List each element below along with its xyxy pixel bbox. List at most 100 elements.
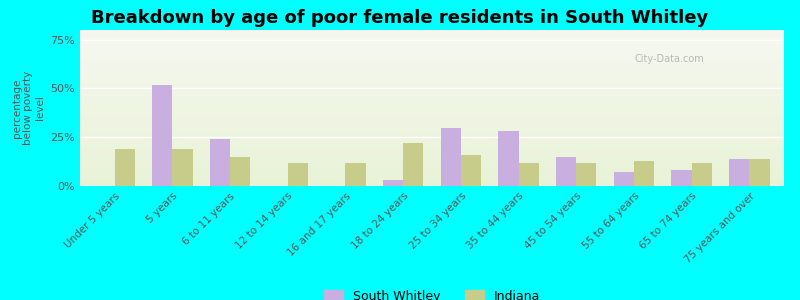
Bar xyxy=(80,131,784,133)
Bar xyxy=(80,38,784,39)
Bar xyxy=(80,75,784,77)
Bar xyxy=(80,147,784,148)
Bar xyxy=(80,99,784,100)
Bar xyxy=(80,127,784,128)
Bar xyxy=(80,60,784,61)
Bar xyxy=(80,181,784,183)
Y-axis label: percentage
below poverty
level: percentage below poverty level xyxy=(12,71,45,145)
Bar xyxy=(80,35,784,36)
Bar xyxy=(80,178,784,180)
Bar xyxy=(80,152,784,153)
Bar xyxy=(80,69,784,70)
Bar xyxy=(80,85,784,86)
Bar xyxy=(80,33,784,35)
Bar xyxy=(80,161,784,163)
Bar xyxy=(80,136,784,138)
Bar xyxy=(80,56,784,58)
Bar xyxy=(80,58,784,60)
Bar xyxy=(80,169,784,170)
Bar xyxy=(80,92,784,94)
Bar xyxy=(80,72,784,74)
Bar xyxy=(80,100,784,102)
Bar xyxy=(80,43,784,44)
Bar xyxy=(80,86,784,88)
Bar xyxy=(634,161,654,186)
Bar xyxy=(80,46,784,47)
Bar xyxy=(80,177,784,178)
Bar xyxy=(80,49,784,50)
Bar xyxy=(692,163,712,186)
Bar xyxy=(80,153,784,155)
Bar xyxy=(80,167,784,169)
Bar xyxy=(403,143,423,186)
Bar xyxy=(80,41,784,43)
Bar xyxy=(80,110,784,111)
Bar xyxy=(172,149,193,186)
Bar xyxy=(80,141,784,142)
Bar xyxy=(80,113,784,114)
Text: City-Data.com: City-Data.com xyxy=(634,54,704,64)
Bar xyxy=(80,74,784,75)
Bar xyxy=(80,139,784,141)
Bar xyxy=(80,150,784,152)
Bar xyxy=(80,180,784,181)
Bar xyxy=(80,78,784,80)
Bar xyxy=(80,102,784,103)
Bar xyxy=(80,158,784,160)
Bar xyxy=(80,138,784,139)
Bar xyxy=(80,175,784,177)
Bar xyxy=(80,142,784,144)
Bar xyxy=(80,122,784,124)
Bar xyxy=(80,70,784,72)
Bar xyxy=(80,66,784,68)
Bar xyxy=(114,149,135,186)
Bar xyxy=(80,128,784,130)
Bar xyxy=(750,159,770,186)
Bar xyxy=(80,133,784,134)
Bar xyxy=(230,157,250,186)
Bar xyxy=(80,83,784,85)
Bar xyxy=(80,183,784,184)
Bar xyxy=(80,80,784,82)
Bar xyxy=(80,89,784,91)
Bar xyxy=(80,184,784,186)
Bar xyxy=(614,172,634,186)
Bar xyxy=(80,130,784,131)
Bar xyxy=(80,39,784,41)
Bar xyxy=(80,105,784,106)
Bar xyxy=(80,94,784,95)
Bar xyxy=(80,108,784,110)
Bar xyxy=(80,163,784,164)
Bar xyxy=(210,139,230,186)
Bar xyxy=(80,61,784,63)
Bar xyxy=(288,163,308,186)
Bar xyxy=(441,128,461,186)
Bar xyxy=(80,121,784,122)
Bar xyxy=(80,53,784,55)
Bar xyxy=(576,163,597,186)
Bar xyxy=(383,180,403,186)
Bar xyxy=(80,97,784,99)
Bar xyxy=(80,55,784,56)
Bar xyxy=(80,156,784,158)
Bar xyxy=(80,36,784,38)
Bar xyxy=(80,47,784,49)
Bar xyxy=(80,173,784,175)
Bar xyxy=(729,159,750,186)
Bar xyxy=(80,164,784,166)
Bar xyxy=(80,116,784,117)
Bar xyxy=(80,30,784,31)
Bar xyxy=(556,157,576,186)
Bar xyxy=(80,124,784,125)
Bar xyxy=(80,77,784,78)
Bar xyxy=(80,125,784,127)
Bar xyxy=(80,155,784,156)
Bar xyxy=(80,160,784,161)
Bar xyxy=(80,82,784,83)
Bar xyxy=(80,68,784,69)
Legend: South Whitley, Indiana: South Whitley, Indiana xyxy=(319,285,545,300)
Bar xyxy=(80,64,784,66)
Bar xyxy=(80,50,784,52)
Text: Breakdown by age of poor female residents in South Whitley: Breakdown by age of poor female resident… xyxy=(91,9,709,27)
Bar xyxy=(346,163,366,186)
